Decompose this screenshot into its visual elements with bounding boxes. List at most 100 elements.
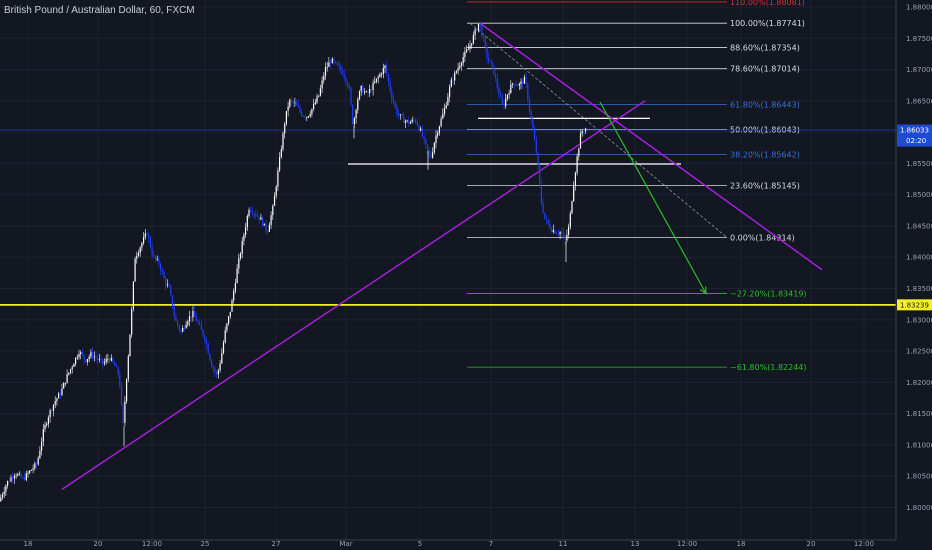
candle-body <box>78 354 80 358</box>
candle-body <box>425 138 427 145</box>
candle-body <box>496 78 498 88</box>
price-tag-time: 02:20 <box>906 137 926 145</box>
candle-body <box>528 99 531 111</box>
candle-body <box>239 253 242 259</box>
candle-body <box>316 96 318 103</box>
price-tag <box>897 299 932 311</box>
candle-body <box>107 358 109 360</box>
y-tick-label: 1.83500 <box>906 285 932 293</box>
candle-body <box>282 133 284 150</box>
candle-body <box>479 23 481 26</box>
candle-body <box>581 131 583 134</box>
candle-body <box>532 119 534 130</box>
candle-body <box>195 316 197 322</box>
candle-body <box>64 382 66 384</box>
candle-body <box>226 323 228 331</box>
candle-body <box>52 404 55 411</box>
y-tick-label: 1.88000 <box>906 4 932 12</box>
candle-body <box>484 37 486 47</box>
candle-body <box>483 36 485 38</box>
candle-body <box>245 227 247 235</box>
candle-body <box>313 104 315 109</box>
candle-body <box>144 233 146 238</box>
candle-body <box>287 106 289 111</box>
y-tick-label: 1.87000 <box>906 66 932 74</box>
candle-body <box>323 75 325 81</box>
candle-body <box>545 218 548 221</box>
candle-body <box>216 371 218 375</box>
candle-body <box>127 356 129 380</box>
candle-body <box>459 65 461 68</box>
candle-body <box>299 107 301 112</box>
candle-body <box>330 62 332 64</box>
candle-body <box>489 60 491 62</box>
fib-level-label: 0.00%(1.84314) <box>730 234 795 243</box>
candle-body <box>294 102 296 104</box>
candle-body <box>268 224 270 232</box>
candle-body <box>279 157 281 171</box>
candle-body <box>426 144 429 151</box>
y-tick-label: 1.87500 <box>906 35 932 43</box>
candle-body <box>433 142 435 153</box>
candle-body <box>141 243 143 248</box>
horizontal-lines[interactable] <box>0 117 896 306</box>
y-tick-label: 1.81500 <box>906 410 932 418</box>
candle-body <box>523 76 525 84</box>
rising-trendline[interactable] <box>61 100 646 490</box>
candle-body <box>54 401 56 405</box>
candle-body <box>583 131 585 133</box>
candle-body <box>406 120 408 122</box>
candle-body <box>328 62 330 67</box>
candle-body <box>163 272 165 279</box>
fib-level-label: 38.20%(1.85642) <box>730 151 800 160</box>
projection-arrow[interactable] <box>599 101 707 294</box>
y-tick-label: 1.83000 <box>906 316 932 324</box>
candle-body <box>511 83 514 85</box>
candle-body <box>66 374 68 383</box>
candle-body <box>34 463 36 469</box>
candle-body <box>568 226 570 235</box>
candle-body <box>515 84 517 86</box>
candle-body <box>357 99 359 110</box>
candle-body <box>585 128 587 132</box>
candle-body <box>562 233 565 236</box>
candle-body <box>336 62 338 66</box>
candle-body <box>109 358 111 361</box>
candle-body <box>58 393 60 399</box>
candle-body <box>81 352 83 356</box>
candle-body <box>360 85 362 92</box>
candle-body <box>500 95 502 97</box>
trend-drawings[interactable] <box>61 22 823 490</box>
candle-body <box>86 359 89 363</box>
candle-body <box>364 91 366 93</box>
candle-body <box>566 234 568 241</box>
candle-body <box>229 311 231 317</box>
candle-body <box>289 99 291 107</box>
candle-body <box>292 100 294 103</box>
candle-body <box>41 441 43 451</box>
candle-body <box>192 310 194 318</box>
y-tick-label: 1.85500 <box>906 160 932 168</box>
candle-body <box>403 115 405 123</box>
candle-body <box>211 360 213 367</box>
candle-body <box>56 398 58 402</box>
candle-body <box>557 233 559 235</box>
candle-body <box>112 358 114 363</box>
x-tick-label: 18 <box>24 540 33 548</box>
fib-level-label: −27.20%(1.83419) <box>730 290 807 299</box>
y-tick-label: 1.82500 <box>906 348 932 356</box>
candle-body <box>486 46 488 58</box>
candle-body <box>525 76 527 84</box>
candle-body <box>10 477 12 482</box>
candle-body <box>205 340 208 345</box>
candle-body <box>445 105 447 109</box>
candle-body <box>115 365 117 368</box>
candle-body <box>535 139 537 153</box>
candle-body <box>102 359 104 364</box>
candle-body <box>234 283 236 292</box>
candle-body <box>256 215 259 217</box>
falling-trendline[interactable] <box>479 22 823 271</box>
candle-body <box>100 358 102 360</box>
candle-body <box>71 366 73 370</box>
